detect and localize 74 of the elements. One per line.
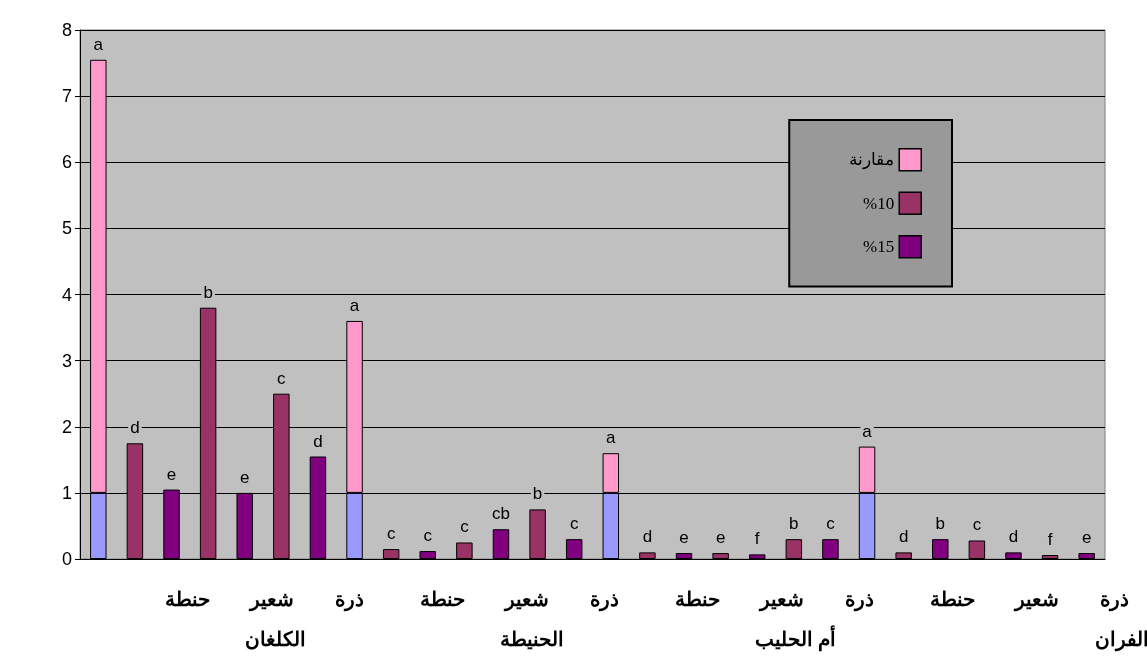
bar xyxy=(1078,553,1095,559)
data-label: d xyxy=(642,527,653,547)
data-label: d xyxy=(898,527,909,547)
data-label: e xyxy=(1081,528,1092,548)
legend-label: مقارنة xyxy=(849,150,895,171)
data-label: a xyxy=(93,34,104,54)
text: ذرة xyxy=(335,588,364,612)
text: شعير xyxy=(1013,588,1059,612)
data-label: c xyxy=(972,515,982,535)
data-label: c xyxy=(423,526,433,546)
data-label: d xyxy=(313,431,323,451)
data-label: d xyxy=(130,418,140,438)
data-label: c xyxy=(460,517,470,537)
text: شعير xyxy=(758,588,804,612)
data-label: b xyxy=(789,514,799,534)
y-tick-label: 4 xyxy=(61,284,72,305)
bar xyxy=(822,539,839,559)
bar xyxy=(382,549,400,559)
bar xyxy=(968,540,986,559)
text: حنطة xyxy=(165,588,210,610)
data-label: c xyxy=(569,514,579,534)
data-label: c xyxy=(826,514,836,534)
text: ذرة xyxy=(845,588,874,612)
text: شعير xyxy=(503,588,549,612)
text: شعير xyxy=(248,588,294,612)
y-tick-label: 5 xyxy=(61,218,72,239)
bar xyxy=(675,553,693,559)
text: الفران xyxy=(1095,628,1147,652)
bar xyxy=(456,542,473,559)
bar xyxy=(529,509,546,559)
data-label: b xyxy=(935,514,945,534)
text: حنطة xyxy=(930,588,975,610)
data-label: cb xyxy=(492,504,510,524)
y-tick-label: 8 xyxy=(61,20,72,40)
bar xyxy=(419,551,436,559)
bar xyxy=(785,539,803,559)
data-label: e xyxy=(240,467,250,487)
y-tick-label: 6 xyxy=(61,152,72,173)
bar xyxy=(492,529,510,559)
data-label: c xyxy=(277,368,287,388)
bar xyxy=(565,539,583,559)
bar xyxy=(639,552,656,559)
data-label: f xyxy=(754,529,760,549)
data-label: d xyxy=(1008,527,1019,547)
bar xyxy=(749,554,766,559)
text: الحنيطة xyxy=(500,628,564,650)
bar xyxy=(1005,552,1022,559)
text: أم الحليب xyxy=(755,625,836,652)
legend-label: %10 xyxy=(863,193,895,213)
data-label: a xyxy=(349,295,360,315)
y-tick-label: 1 xyxy=(61,482,72,503)
data-label: e xyxy=(715,528,726,548)
data-label: e xyxy=(679,528,689,548)
data-label: a xyxy=(606,428,617,448)
bar xyxy=(712,553,729,559)
y-tick-label: 7 xyxy=(61,86,72,107)
data-label: c xyxy=(386,524,396,544)
data-label: b xyxy=(203,282,213,302)
y-tick-label: 2 xyxy=(61,416,72,437)
data-label: f xyxy=(1047,530,1053,550)
text: حنطة xyxy=(420,588,465,610)
bar xyxy=(895,552,912,559)
text: ذرة xyxy=(1100,588,1129,612)
bar xyxy=(932,539,949,559)
data-label: b xyxy=(532,484,543,504)
text: ذرة xyxy=(590,588,619,612)
data-label: a xyxy=(862,421,873,441)
legend-label: %15 xyxy=(863,237,895,257)
text: الكلغان xyxy=(245,628,306,650)
y-tick-label: 3 xyxy=(61,350,72,371)
text: حنطة xyxy=(675,588,720,610)
bar xyxy=(1041,555,1059,559)
y-tick-label: 0 xyxy=(61,549,72,569)
data-label: e xyxy=(166,464,177,484)
